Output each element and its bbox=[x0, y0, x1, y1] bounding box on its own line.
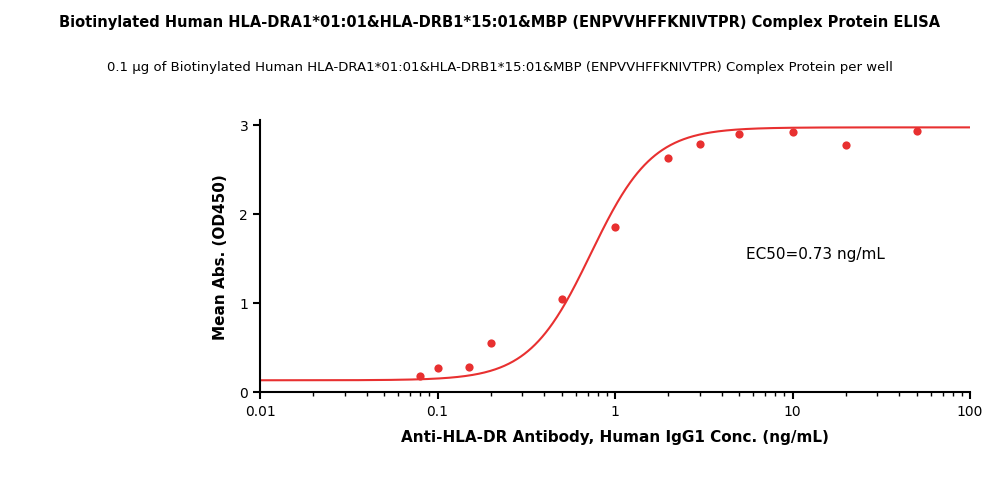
Text: 0.1 μg of Biotinylated Human HLA-DRA1*01:01&HLA-DRB1*15:01&MBP (ENPVVHFFKNIVTPR): 0.1 μg of Biotinylated Human HLA-DRA1*01… bbox=[107, 60, 893, 74]
X-axis label: Anti-HLA-DR Antibody, Human IgG1 Conc. (ng/mL): Anti-HLA-DR Antibody, Human IgG1 Conc. (… bbox=[401, 429, 829, 444]
Point bbox=[692, 141, 708, 149]
Point bbox=[660, 154, 676, 162]
Point bbox=[430, 364, 446, 372]
Point bbox=[784, 129, 800, 136]
Point bbox=[909, 128, 925, 136]
Point bbox=[838, 142, 854, 150]
Point bbox=[607, 224, 623, 231]
Point bbox=[461, 363, 477, 371]
Point bbox=[412, 373, 428, 380]
Point bbox=[731, 131, 747, 138]
Y-axis label: Mean Abs. (OD450): Mean Abs. (OD450) bbox=[213, 174, 228, 339]
Point bbox=[554, 296, 570, 303]
Point bbox=[483, 339, 499, 347]
Text: Biotinylated Human HLA-DRA1*01:01&HLA-DRB1*15:01&MBP (ENPVVHFFKNIVTPR) Complex P: Biotinylated Human HLA-DRA1*01:01&HLA-DR… bbox=[59, 15, 941, 30]
Text: EC50=0.73 ng/mL: EC50=0.73 ng/mL bbox=[746, 247, 885, 262]
